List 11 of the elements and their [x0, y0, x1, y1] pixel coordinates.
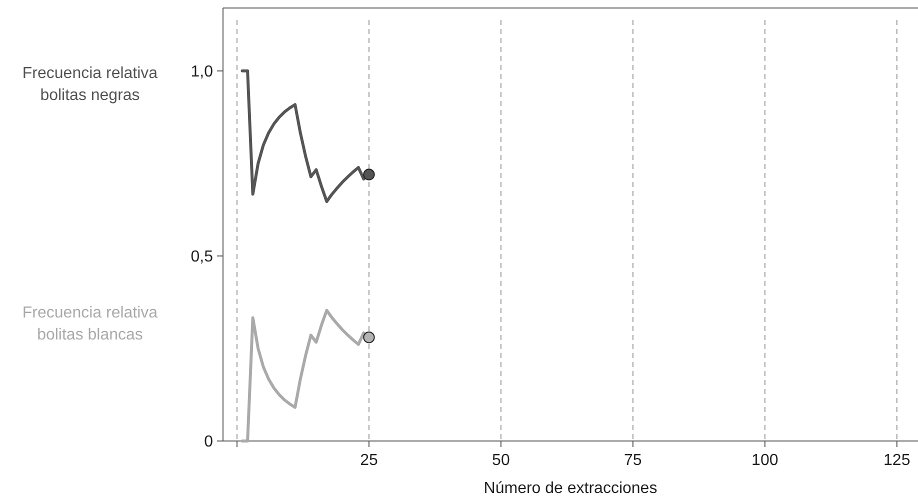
x-tick-label: 100: [752, 452, 778, 469]
x-tick-label: 50: [492, 452, 510, 469]
y-tick-label: 1,0: [190, 64, 214, 81]
x-tick-label: 125: [884, 452, 910, 469]
text: Frecuencia relativa bolitas negras: [22, 64, 158, 104]
text: Frecuencia relativa bolitas blancas: [22, 304, 158, 344]
x-axis-title: Número de extracciones: [484, 480, 658, 497]
x-tick-label: 25: [360, 452, 378, 469]
y-tick-label: 0,5: [190, 248, 214, 266]
x-tick-label: 75: [624, 452, 642, 469]
y-tick-label: 0: [204, 434, 214, 451]
